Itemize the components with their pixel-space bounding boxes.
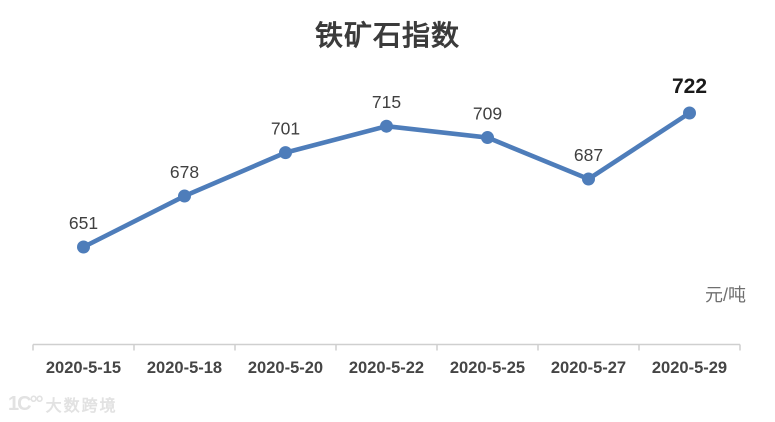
data-point	[683, 106, 696, 120]
chart-title: 铁矿石指数	[314, 19, 460, 52]
data-point	[380, 119, 393, 133]
x-axis-label: 2020-5-27	[551, 359, 626, 377]
watermark-logo-icon: 1Ϲ°°	[8, 392, 44, 415]
unit-label: 元/吨	[705, 285, 746, 305]
watermark: 1Ϲ°° 大数跨境	[8, 392, 118, 416]
data-point	[77, 240, 90, 254]
watermark-text: 大数跨境	[45, 398, 118, 415]
x-axis-label: 2020-5-29	[652, 359, 727, 377]
data-label: 651	[69, 213, 98, 233]
x-axis-label: 2020-5-22	[349, 359, 424, 377]
data-point	[178, 189, 191, 203]
x-axis-label: 2020-5-20	[248, 359, 323, 377]
data-point	[481, 131, 494, 145]
data-point	[582, 172, 595, 186]
data-label: 678	[170, 162, 199, 182]
data-label-emphasized: 722	[672, 75, 707, 98]
data-point	[279, 146, 292, 160]
data-label: 687	[574, 145, 603, 165]
x-axis-label: 2020-5-25	[450, 359, 525, 377]
data-label: 701	[271, 119, 300, 139]
x-axis-label: 2020-5-15	[46, 359, 121, 377]
data-label: 715	[372, 92, 401, 112]
x-axis-label: 2020-5-18	[147, 359, 222, 377]
data-label: 709	[473, 104, 502, 124]
